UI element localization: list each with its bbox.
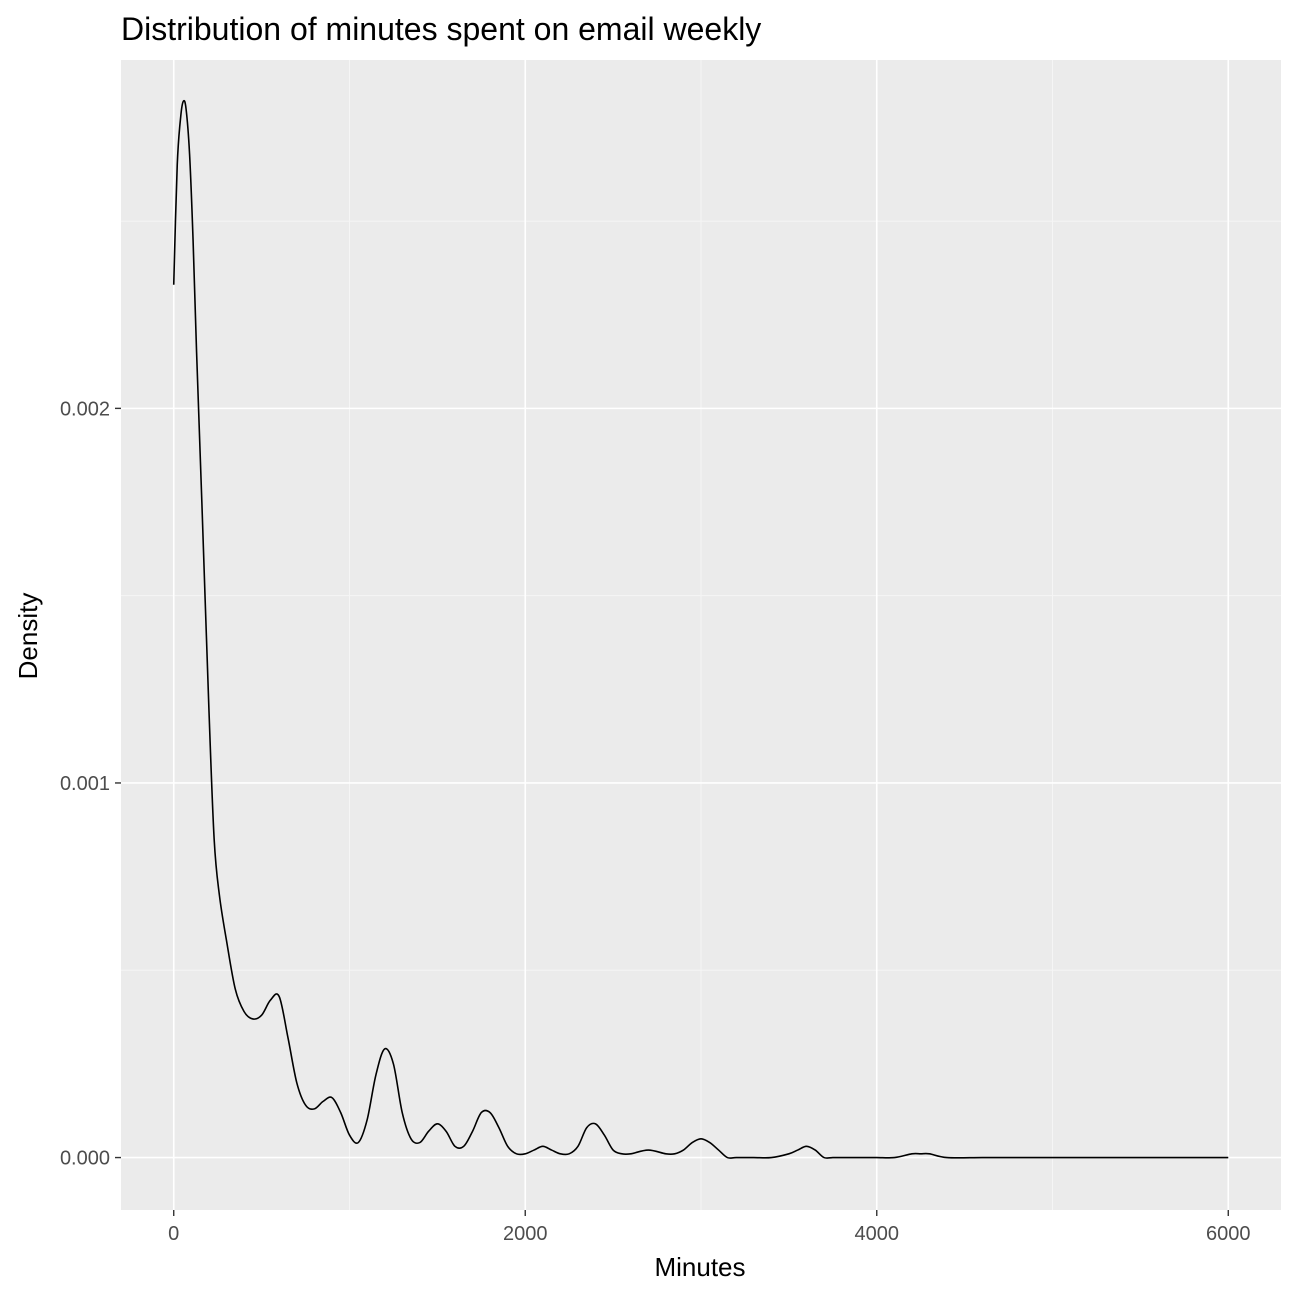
x-axis-ticks: 0 2000 4000 6000 [168,1210,1251,1245]
x-tick-label: 6000 [1206,1223,1251,1245]
y-tick-label: 0.000 [60,1148,110,1170]
x-axis-title: Minutes [654,1252,745,1282]
x-tick-label: 2000 [503,1223,548,1245]
y-tick-label: 0.001 [60,773,110,795]
y-tick-label: 0.002 [60,398,110,420]
x-tick-label: 4000 [855,1223,900,1245]
x-tick-label: 0 [168,1223,179,1245]
minor-gridlines [121,60,1281,1210]
density-curve [172,99,1229,1159]
y-axis-title: Density [13,593,43,680]
y-axis-ticks: 0.000 0.001 0.002 [60,398,121,1170]
chart-title: Distribution of minutes spent on email w… [121,11,761,47]
